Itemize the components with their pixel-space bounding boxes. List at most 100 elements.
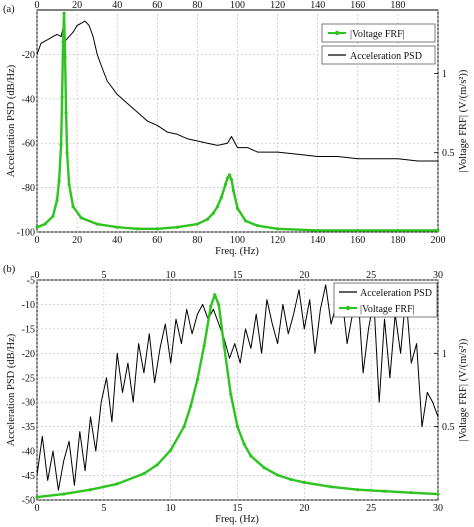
panel-b-ticks: 0 5 10 15 20 25 30 0 5 10 15 20 25 30 -5 -10 -15 -20 -25 -3… [22,270,455,514]
panel-a-frf-point [255,224,260,228]
panel-a-frf-point [51,214,55,218]
panel-b-legend-frf-marker [345,305,351,311]
panel-b-ytick-left-label: -5 [27,276,35,287]
panel-b-frf-point [329,485,333,489]
panel-a-frf-point [243,219,248,223]
panel-b-ytick-left-label: -20 [22,349,35,360]
panel-a-xtick-label: 140 [310,235,325,246]
panel-a-frf-point [219,195,224,199]
panel-b-legend-box [333,282,438,318]
panel-a-xtick-label: 100 [230,235,245,246]
panel-a-ytick-left-label: -20 [22,50,35,61]
panel-a-frf-point [205,217,210,221]
panel-a-frf-point [79,216,83,220]
panel-a-ylabel-right: |Voltage FRF| (V/(m/s²)) [458,69,469,172]
panel-a-frf-point [227,173,232,177]
panel-b-frf-point [202,344,206,348]
panel-a: (a) 0 20 40 60 80 100 120 140 160 180 200 0 20 40 60 80… [3,0,469,257]
panel-b-frf-point [382,489,387,493]
panel-a-frf-point [396,228,400,233]
panel-a-legend-psd: Acceleration PSD [350,51,422,62]
panel-b-xlabel: Freq. (Hz) [215,514,259,525]
panel-b-frf-point [222,344,226,348]
panel-b-frf-point [302,480,306,484]
panel-b-ytick-left-label: -10 [22,300,35,311]
panel-a-frf-point [356,228,360,233]
panel-a-ytick-left-label: -60 [22,139,35,150]
panel-b-ytick-right-label: 0.5 [442,422,455,433]
panel-a-frf-point [43,222,47,226]
panel-a-xtick-label: 120 [270,235,285,246]
panel-a-xtick-label: 0 [35,235,40,246]
panel-b-xtick-label: 5 [101,503,106,514]
panel-a-legend-frf: |Voltage FRF| [350,29,405,40]
panel-b-ytick-left-label: -15 [22,324,35,335]
panel-b-xtick-top-label: 30 [433,270,443,281]
panel-b-xtick-label: 30 [433,503,443,514]
panel-a-frf-point [316,228,320,233]
panel-b-frf-point [289,477,293,482]
panel-a-frf-point [65,151,69,155]
panel-b-frf-point [213,293,217,297]
panel-a-xtick-top-label: 100 [230,0,245,11]
panel-a-ytick-right-label: 1 [442,69,447,80]
panel-a-frf-point [95,222,99,226]
panel-b-xtick-label: 15 [233,503,243,514]
panel-b-xtick-top-label: 0 [35,270,40,281]
panel-b-frf-point [249,454,253,458]
panel-b-ytick-left-label: -25 [22,373,35,384]
panel-b-series [35,284,440,499]
panel-a-xtick-top-label: 60 [152,0,162,11]
panel-a-frf-point [229,178,234,182]
panel-a-frf-point [436,228,440,233]
panel-b-frf-point [155,463,159,467]
panel-a-frf-line [36,11,438,232]
panel-b-frf-point [217,303,221,307]
panel-b-legend-frf: |Voltage FRF| [360,304,415,315]
panel-b-xtick-top-label: 15 [233,270,243,281]
panel-b-label: (b) [3,264,16,275]
panel-b-frf-point [88,488,93,492]
panel-b-frf-point [209,304,213,308]
panel-a-frf-point [35,225,39,229]
panel-b-frf-point [35,495,39,499]
panel-a-frf-point [211,211,216,215]
panel-a-ytick-left-label: -100 [17,228,35,239]
panel-b-xtick-label: 20 [299,503,309,514]
panel-b-frf-point [229,392,233,396]
panel-a-xtick-top-label: 40 [112,0,122,11]
panel-a-frf-point [223,182,228,187]
panel-b-legend-psd: Acceleration PSD [360,288,432,299]
panel-b: (b) 0 5 10 15 20 25 30 0 5 10 15 20 25 30 -5 -10 -15 -20 -… [3,264,469,525]
panel-a-frf-point [63,55,67,60]
panel-a-series [35,11,440,233]
panel-a-xtick-label: 40 [112,235,122,246]
panel-a-frf-point [276,227,280,231]
panel-b-frf-point [436,492,440,496]
panel-a-xtick-top-label: 80 [192,0,202,11]
panel-b-xtick-label: 10 [166,503,176,514]
panel-a-ytick-right-label: 0.5 [442,148,455,159]
panel-b-frf-point [409,491,413,495]
panel-a-frf-point [115,225,119,229]
panel-b-xtick-label: 25 [366,503,376,514]
panel-a-xtick-label: 180 [390,235,405,246]
panel-a-label: (a) [3,4,15,15]
panel-a-frf-point [175,225,179,229]
panel-b-frf-point [262,466,266,470]
panel-a-legend-frfbox [321,23,436,43]
panel-b-ylabel-right: |Voltage FRF| (V/(m/s²)) [458,338,469,441]
panel-b-frf-point [189,404,193,408]
panel-a-xtick-label: 80 [192,235,202,246]
panel-a-grid [36,10,439,233]
panel-a-xtick-top-label: 0 [35,0,40,11]
panel-a-xtick-label: 60 [152,235,162,246]
panel-b-ytick-left-label: -50 [22,496,35,507]
panel-a-legend-psdbox [321,45,436,65]
panel-a-xtick-top-label: 180 [390,0,405,11]
panel-a-xtick-label: 200 [431,235,446,246]
panel-a-frf-point [55,198,59,202]
panel-a-ytick-left-label: -80 [22,183,35,194]
panel-b-frf-point [169,448,173,452]
panel-a-xtick-label: 20 [72,235,82,246]
